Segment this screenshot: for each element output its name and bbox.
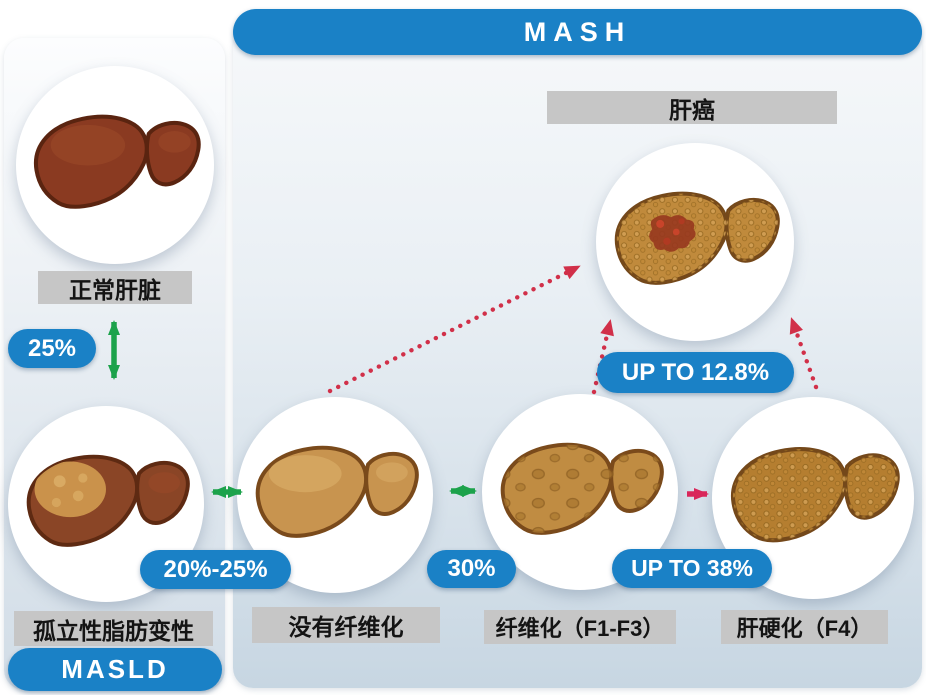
rate-pill-up-to-12-8: UP TO 12.8%: [597, 352, 794, 393]
normal-liver-illustration: [27, 108, 203, 223]
label-no-fibrosis: 没有纤维化: [252, 607, 440, 643]
mash-title-pill: MASH: [233, 9, 922, 55]
liver-cancer-illustration: [608, 185, 782, 299]
rate-pill-25: 25%: [8, 329, 96, 368]
stage-circle-liver-cancer: [596, 143, 794, 341]
rate-pill-30: 30%: [427, 550, 516, 588]
stage-circle-normal-liver: [16, 66, 214, 264]
masld-title-pill: MASLD: [8, 648, 222, 691]
no-fibrosis-liver-illustration: [255, 445, 419, 538]
steatosis-liver-illustration: [26, 454, 190, 547]
stage-circle-no-fibrosis: [237, 397, 433, 593]
fibrosis-liver-illustration: [500, 442, 664, 535]
rate-pill-up-to-38: UP TO 38%: [612, 549, 772, 588]
label-isolated-steatosis: 孤立性脂肪变性: [14, 611, 213, 646]
cirrhosis-liver-illustration: [724, 440, 902, 557]
label-liver-cancer: 肝癌: [547, 91, 837, 124]
label-normal-liver: 正常肝脏: [38, 271, 192, 304]
label-cirrhosis-f4: 肝硬化（F4）: [721, 610, 888, 644]
tumor-lesion: [649, 215, 696, 252]
rate-pill-20-25: 20%-25%: [140, 550, 291, 589]
label-fibrosis-f1-f3: 纤维化（F1-F3）: [484, 610, 676, 644]
